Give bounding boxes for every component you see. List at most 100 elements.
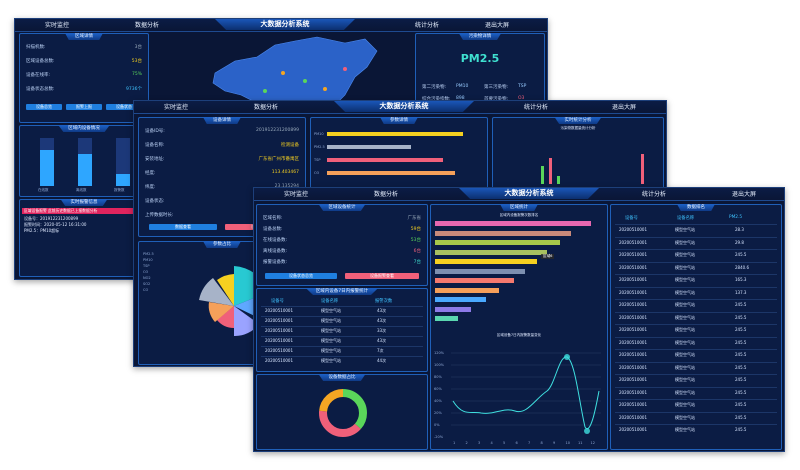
nav-data-analysis[interactable]: 数据分析 — [135, 22, 160, 29]
row-divider — [615, 374, 777, 375]
trend-bar — [641, 154, 644, 184]
row-divider — [261, 326, 423, 327]
row-divider — [615, 349, 777, 350]
params-bar[interactable] — [327, 145, 411, 149]
table-cell: 模型空气站 — [675, 227, 695, 232]
detail-label: 设备ID号: — [145, 129, 165, 134]
table-cell: 245.5 — [735, 302, 747, 307]
trend-panel: 实时统计分析 污染物数据量统计分析 — [492, 117, 664, 189]
x-tick: 12 — [590, 441, 595, 445]
ranking-bar[interactable] — [435, 278, 514, 283]
pm-row-value: PM10 — [456, 84, 469, 89]
data-view-button[interactable]: 数据查看 — [149, 224, 217, 230]
pm-row-label: 综合污染指数: — [422, 96, 451, 102]
row-divider — [615, 286, 777, 288]
nav-stats[interactable]: 统计分析 — [642, 191, 667, 198]
x-tick: 5 — [503, 441, 506, 445]
alarm-highlight[interactable]: 区域设备报警 此前历史数据已上报数据分析 — [22, 208, 146, 214]
table-cell: 245.5 — [735, 414, 747, 420]
table-cell: 20200510001 — [619, 389, 647, 395]
nav-data-analysis[interactable]: 数据分析 — [374, 191, 399, 198]
device-status-button[interactable]: 设备状态 — [106, 104, 142, 110]
donut-chart[interactable] — [315, 385, 371, 441]
table-cell: 模型空气站 — [675, 302, 695, 307]
stat-label: 报警设备数: — [263, 260, 288, 265]
table-cell: 20200510001 — [619, 427, 647, 432]
device-row-label: 设备状态总数: — [26, 87, 55, 92]
alarm-line-chart[interactable] — [451, 341, 601, 441]
table-cell: 20200510001 — [619, 227, 647, 232]
trend-bar — [557, 176, 560, 184]
pollutant-panel: 污染物详情 PM2.5 第二污染物: PM10 第三污染物: TSP 综合污染指… — [415, 33, 545, 113]
x-tick: 8 — [540, 441, 543, 445]
ranking-bar[interactable] — [435, 306, 472, 312]
region-device-panel: 区域内设备情况 在线数 离线数 报警数 — [19, 125, 149, 197]
alarm-report-button[interactable]: 报警上报 — [66, 104, 102, 110]
nav-exit[interactable]: 退出大屏 — [732, 191, 757, 198]
ranking-bar[interactable] — [435, 230, 572, 236]
device-row-value: 3台 — [134, 45, 142, 50]
ranking-bar[interactable] — [435, 297, 486, 302]
ranking-bar[interactable] — [435, 259, 537, 264]
ranking-bar[interactable] — [435, 249, 547, 255]
x-tick: 1 — [453, 441, 456, 445]
stat-value: 7台 — [413, 260, 421, 265]
table-cell: 43次 — [377, 338, 387, 343]
params-bar[interactable] — [327, 158, 443, 162]
y-tick: -20% — [434, 435, 444, 439]
row-divider — [615, 274, 777, 275]
ranking-bar[interactable] — [435, 221, 591, 226]
alarm-view-button[interactable]: 设备报警查看 — [345, 273, 419, 279]
x-tick: 10 — [565, 441, 570, 445]
panel-title: 数据排名 — [677, 204, 715, 211]
row-divider — [615, 236, 777, 238]
bar-alarm-fill — [116, 174, 130, 186]
table-cell: 20200510001 — [619, 414, 647, 420]
ranking-bar[interactable] — [435, 316, 458, 321]
row-divider — [615, 411, 777, 413]
panel-title: 区域统计 — [500, 204, 538, 211]
x-tick: 2 — [465, 441, 468, 445]
stat-value: 59台 — [410, 227, 421, 232]
rose-slice — [217, 274, 234, 306]
status-overview-button[interactable]: 设备状态总览 — [265, 273, 337, 279]
detail-value: 113.403467 — [271, 170, 299, 175]
nav-realtime[interactable]: 实时监控 — [45, 22, 70, 29]
ranking-bar[interactable] — [435, 287, 499, 293]
row-divider — [261, 336, 423, 337]
nav-realtime[interactable]: 实时监控 — [284, 191, 309, 198]
nav-data-analysis[interactable]: 数据分析 — [254, 104, 279, 111]
pm-label: PM2.5 — [460, 52, 500, 65]
nav-stats[interactable]: 统计分析 — [524, 104, 549, 111]
ranking-bar[interactable] — [435, 240, 560, 245]
table-cell: 20200510001 — [619, 302, 647, 307]
rose-slice — [217, 306, 234, 329]
params-bar[interactable] — [327, 171, 455, 175]
table-cell: 245.5 — [735, 339, 747, 345]
nav-realtime[interactable]: 实时监控 — [164, 104, 189, 111]
legend-item: PM10 — [143, 258, 153, 262]
system-title: 大数据分析系统 — [459, 188, 599, 199]
panel-title: 设备数据占比 — [318, 374, 366, 381]
table-cell: 模型空气站 — [675, 289, 695, 295]
table-cell: 模型空气站 — [675, 277, 695, 282]
params-bar[interactable] — [327, 132, 463, 136]
map-point — [323, 87, 327, 91]
legend-item: SO2 — [143, 282, 151, 286]
bar-label: 报警数 — [114, 188, 125, 192]
nav-exit[interactable]: 退出大屏 — [612, 104, 637, 111]
table-cell: 模型空气站 — [675, 339, 695, 345]
alarm-line: 设备号：201912231200899 — [24, 216, 79, 221]
x-tick: 11 — [578, 441, 583, 445]
bar-online-fill — [40, 150, 54, 186]
table-cell: 模型空气站 — [675, 252, 695, 257]
table-cell: 7次 — [377, 348, 384, 353]
ranking-bar[interactable] — [435, 268, 526, 274]
table-cell: 20200510001 — [619, 364, 647, 370]
params-label: TSP — [314, 158, 321, 162]
nav-stats[interactable]: 统计分析 — [415, 22, 440, 29]
overview-button[interactable]: 设备总览 — [26, 104, 62, 110]
nav-exit[interactable]: 退出大屏 — [485, 22, 510, 29]
row-divider — [615, 424, 777, 425]
panel-title: 区域详情 — [65, 33, 103, 40]
